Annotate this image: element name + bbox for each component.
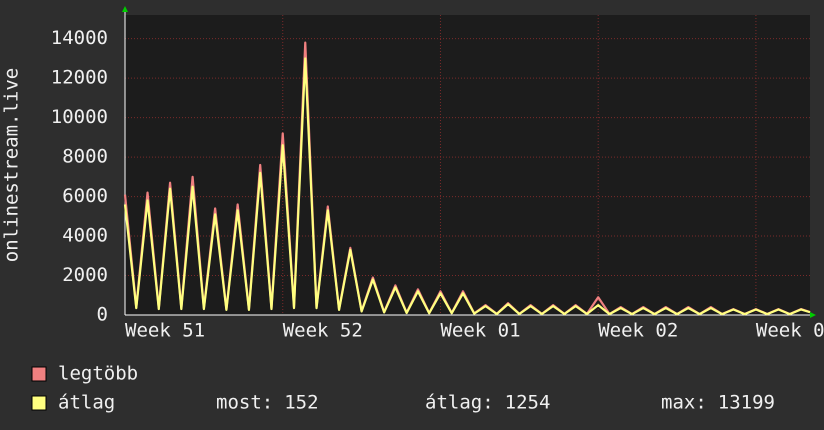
legend-label: legtöbb (58, 363, 138, 385)
stat-value: 152 (284, 392, 318, 414)
legend-swatch (31, 366, 47, 382)
y-axis-label: onlinestream.live (1, 68, 23, 262)
y-tick-label: 10000 (51, 106, 108, 128)
y-tick-label: 4000 (62, 225, 108, 247)
stat-label: átlag: (425, 392, 494, 414)
stat-value: 1254 (505, 392, 551, 414)
x-tick-label: Week 01 (440, 320, 520, 342)
x-tick-label: Week 52 (283, 320, 363, 342)
legend-swatch (31, 395, 47, 411)
legend-label: átlag (58, 392, 115, 414)
x-tick-label: Week 0 (756, 320, 824, 342)
series-line (123, 57, 811, 316)
x-tick-label: Week 51 (125, 320, 205, 342)
stat-label: most: (216, 392, 273, 414)
y-tick-label: 14000 (51, 27, 108, 49)
y-tick-label: 2000 (62, 264, 108, 286)
y-arrow (122, 6, 128, 12)
y-tick-label: 12000 (51, 67, 108, 89)
plot-area (125, 15, 810, 315)
x-tick-label: Week 02 (598, 320, 678, 342)
y-tick-label: 6000 (62, 185, 108, 207)
y-tick-label: 0 (97, 304, 108, 326)
y-tick-label: 8000 (62, 146, 108, 168)
x-arrow (810, 312, 816, 318)
stat-label: max: (661, 392, 707, 414)
stat-value: 13199 (718, 392, 775, 414)
